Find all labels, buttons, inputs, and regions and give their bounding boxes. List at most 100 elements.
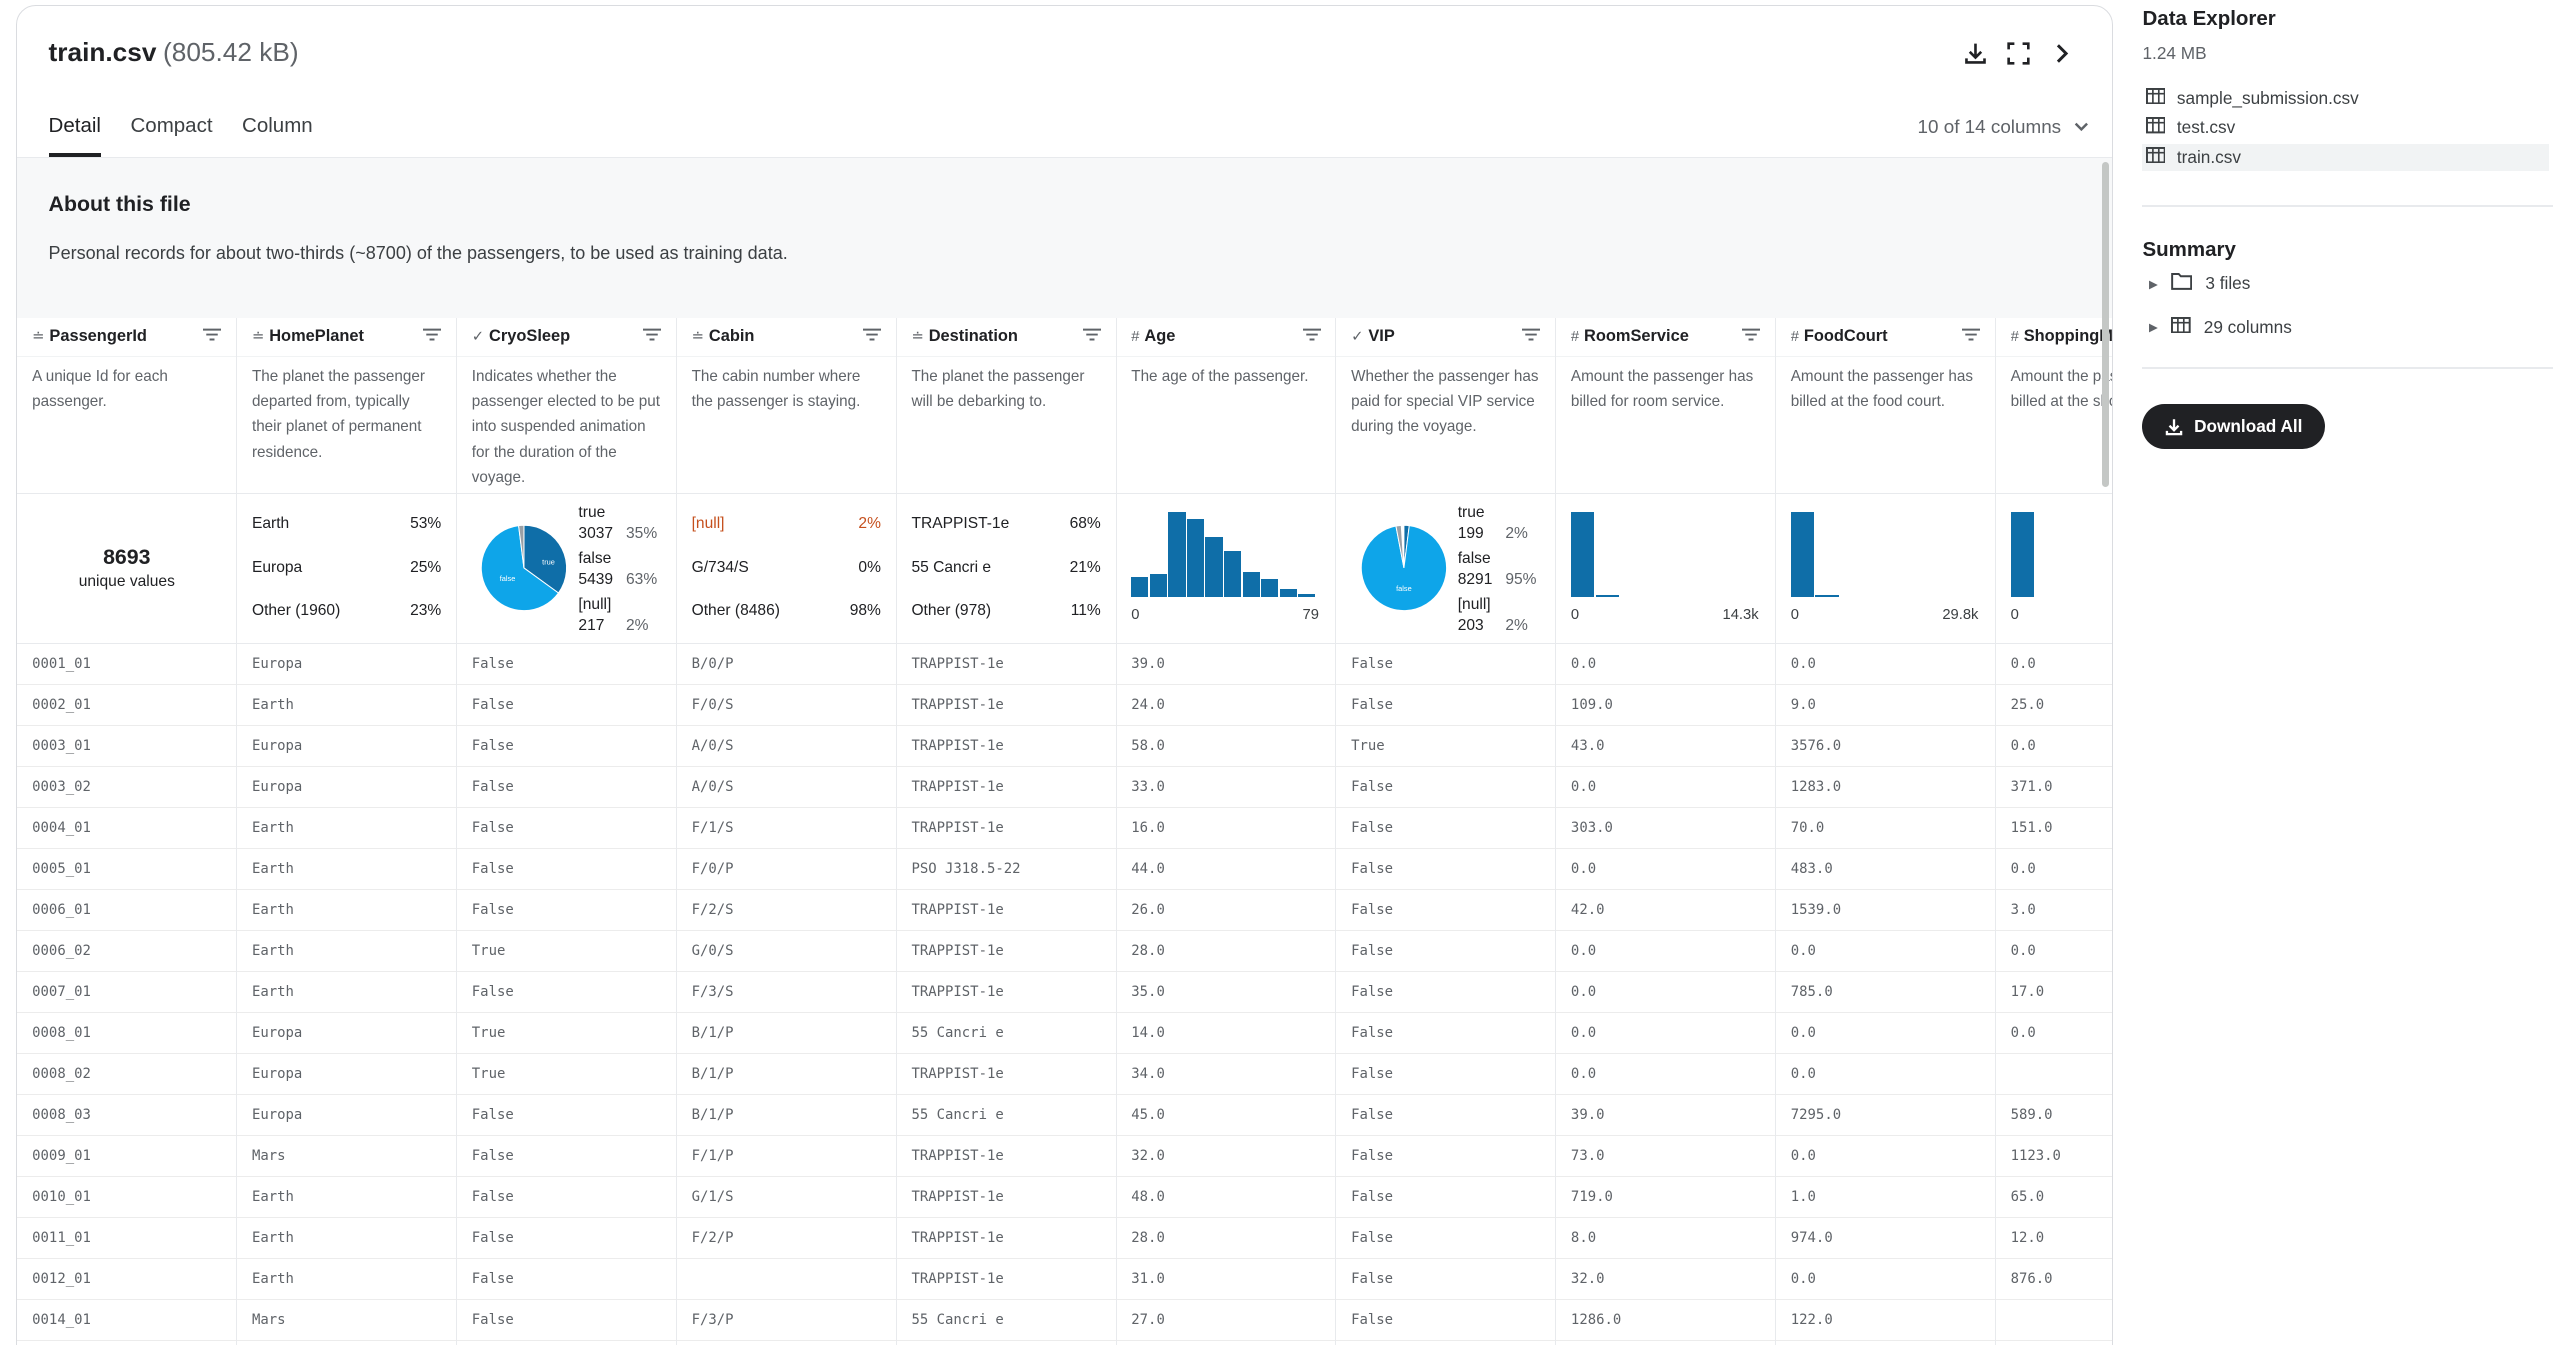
table-cell[interactable]: 48.0	[1116, 1177, 1336, 1219]
table-cell[interactable]: False	[1336, 1259, 1556, 1301]
table-cell[interactable]: 0.0	[1556, 644, 1775, 686]
table-cell[interactable]: 39.0	[1556, 1095, 1775, 1137]
table-cell[interactable]: Mars	[237, 1136, 457, 1178]
table-cell[interactable]: B/0/P	[676, 644, 896, 686]
table-cell[interactable]: 0.0	[1556, 1054, 1775, 1096]
table-cell[interactable]: 1.0	[1776, 1177, 1995, 1219]
table-cell[interactable]: TRAPPIST-1e	[896, 808, 1116, 850]
table-cell[interactable]: TRAPPIST-1e	[896, 1136, 1116, 1178]
table-cell[interactable]: False	[1336, 767, 1556, 809]
table-cell[interactable]: Earth	[237, 808, 457, 850]
table-cell[interactable]: 109.0	[1556, 685, 1775, 727]
summary-columns-row[interactable]: ▶ 29 columns	[2149, 316, 2292, 338]
table-cell[interactable]: 371.0	[1995, 767, 2112, 809]
table-cell[interactable]: 0.0	[1995, 1013, 2112, 1055]
column-header[interactable]: # Age	[1116, 318, 1336, 357]
table-cell[interactable]: 7295.0	[1776, 1095, 1995, 1137]
table-cell[interactable]: F/1/S	[676, 808, 896, 850]
table-cell[interactable]: False	[457, 685, 676, 727]
table-cell[interactable]: 0.0	[1776, 1259, 1995, 1301]
table-cell[interactable]: Earth	[237, 849, 457, 891]
table-cell[interactable]: 483.0	[1776, 849, 1995, 891]
table-cell[interactable]: False	[457, 1300, 676, 1342]
sort-icon[interactable]	[1742, 327, 1761, 346]
table-cell[interactable]: 45.0	[1116, 1095, 1336, 1137]
table-cell[interactable]: TRAPPIST-1e	[896, 890, 1116, 932]
table-cell[interactable]: 1283.0	[1776, 767, 1995, 809]
table-cell[interactable]: Europa	[237, 1054, 457, 1096]
table-cell[interactable]: False	[457, 808, 676, 850]
file-item-test[interactable]: test.csv	[2142, 115, 2549, 141]
column-selector[interactable]: 10 of 14 columns	[1917, 116, 2089, 138]
table-cell[interactable]: 0.0	[1776, 644, 1995, 686]
table-cell[interactable]: 25.0	[1995, 685, 2112, 727]
download-all-button[interactable]: Download All	[2142, 403, 2325, 450]
table-cell[interactable]: 28.0	[1116, 931, 1336, 973]
table-cell[interactable]: F/1/P	[676, 1136, 896, 1178]
table-cell[interactable]: 55 Cancri e	[896, 1095, 1116, 1137]
table-cell[interactable]: Mars	[237, 1300, 457, 1342]
table-cell[interactable]: 0014_01	[17, 1300, 237, 1342]
download-icon[interactable]	[1961, 39, 1991, 69]
table-cell[interactable]	[676, 1259, 896, 1301]
table-cell[interactable]: False	[457, 1136, 676, 1178]
table-cell[interactable]: 0008_02	[17, 1054, 237, 1096]
table-cell[interactable]: False	[457, 1177, 676, 1219]
column-header[interactable]: ≐ Destination	[896, 318, 1116, 357]
table-cell[interactable]: False	[1336, 685, 1556, 727]
table-cell[interactable]: 24.0	[1116, 685, 1336, 727]
table-cell[interactable]: 55 Cancri e	[896, 1300, 1116, 1342]
table-cell[interactable]: False	[457, 644, 676, 686]
table-cell[interactable]: 9.0	[1776, 685, 1995, 727]
table-cell[interactable]: 876.0	[1995, 1259, 2112, 1301]
table-cell[interactable]: TRAPPIST-1e	[896, 1259, 1116, 1301]
table-cell[interactable]: False	[457, 1095, 676, 1137]
table-cell[interactable]: 16.0	[1116, 808, 1336, 850]
table-cell[interactable]: Earth	[237, 890, 457, 932]
vertical-scrollbar[interactable]	[2102, 161, 2109, 487]
table-cell[interactable]: 0012_01	[17, 1259, 237, 1301]
table-cell[interactable]: False	[1336, 931, 1556, 973]
table-cell[interactable]: 0005_01	[17, 849, 237, 891]
table-cell[interactable]: 719.0	[1556, 1177, 1775, 1219]
table-cell[interactable]: 785.0	[1776, 972, 1995, 1014]
table-cell[interactable]: TRAPPIST-1e	[896, 1218, 1116, 1260]
table-cell[interactable]: 0.0	[1776, 931, 1995, 973]
table-cell[interactable]: 73.0	[1556, 1136, 1775, 1178]
table-cell[interactable]: 0.0	[1556, 1013, 1775, 1055]
table-cell[interactable]: B/1/P	[676, 1054, 896, 1096]
table-cell[interactable]: 0008_03	[17, 1095, 237, 1137]
table-cell[interactable]: TRAPPIST-1e	[896, 767, 1116, 809]
column-header[interactable]: ≐ Cabin	[676, 318, 896, 357]
table-cell[interactable]: False	[1336, 1300, 1556, 1342]
sort-icon[interactable]	[1962, 327, 1981, 346]
table-cell[interactable]: 122.0	[1776, 1300, 1995, 1342]
table-cell[interactable]: TRAPPIST-1e	[896, 931, 1116, 973]
table-cell[interactable]: 0006_02	[17, 931, 237, 973]
table-cell[interactable]: Europa	[237, 726, 457, 768]
table-cell[interactable]: 14.0	[1116, 1013, 1336, 1055]
table-cell[interactable]: 32.0	[1556, 1259, 1775, 1301]
table-cell[interactable]: 32.0	[1116, 1136, 1336, 1178]
table-cell[interactable]: 0.0	[1995, 931, 2112, 973]
table-cell[interactable]: True	[1336, 726, 1556, 768]
table-cell[interactable]: F/3/S	[676, 972, 896, 1014]
table-cell[interactable]: 0003_02	[17, 767, 237, 809]
column-header[interactable]: ✓ CryoSleep	[457, 318, 676, 357]
column-header[interactable]: # RoomService	[1556, 318, 1775, 357]
table-cell[interactable]: B/1/P	[676, 1013, 896, 1055]
table-cell[interactable]: False	[1336, 1136, 1556, 1178]
table-cell[interactable]: TRAPPIST-1e	[896, 685, 1116, 727]
table-cell[interactable]: 28.0	[1116, 1218, 1336, 1260]
sort-icon[interactable]	[1302, 327, 1321, 346]
table-cell[interactable]: 33.0	[1116, 767, 1336, 809]
table-cell[interactable]: False	[1336, 1054, 1556, 1096]
table-cell[interactable]: 34.0	[1116, 1054, 1336, 1096]
table-cell[interactable]: 3.0	[1995, 890, 2112, 932]
table-cell[interactable]: 0.0	[1556, 767, 1775, 809]
table-cell[interactable]: True	[457, 1013, 676, 1055]
table-cell[interactable]: 0009_01	[17, 1136, 237, 1178]
table-cell[interactable]: 0001_01	[17, 644, 237, 686]
table-cell[interactable]: Europa	[237, 1095, 457, 1137]
table-cell[interactable]: False	[457, 849, 676, 891]
